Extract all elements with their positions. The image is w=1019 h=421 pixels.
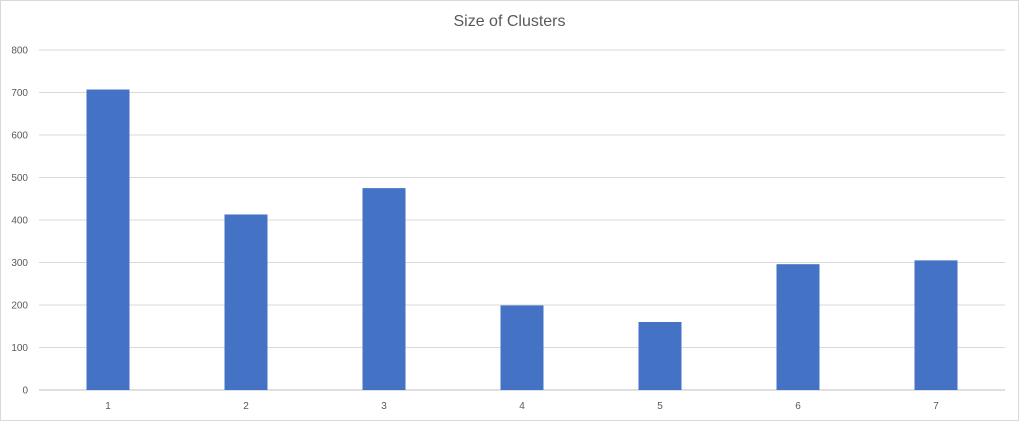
bar	[500, 305, 544, 390]
y-tick-label: 400	[11, 216, 28, 227]
bar	[362, 188, 406, 390]
bar	[224, 214, 268, 390]
x-tick-label: 7	[933, 401, 939, 412]
x-tick-label: 6	[795, 401, 801, 412]
y-tick-label: 0	[22, 386, 28, 397]
y-tick-label: 300	[11, 258, 28, 269]
y-tick-label: 200	[11, 301, 28, 312]
x-tick-label: 3	[381, 401, 387, 412]
x-tick-label: 5	[657, 401, 663, 412]
y-tick-label: 100	[11, 343, 28, 354]
y-tick-label: 500	[11, 173, 28, 184]
x-tick-label: 1	[105, 401, 111, 412]
bar	[86, 89, 130, 391]
x-tick-label: 2	[243, 401, 249, 412]
y-tick-label: 700	[11, 88, 28, 99]
x-tick-label: 4	[519, 401, 525, 412]
chart-title: Size of Clusters	[453, 13, 566, 30]
bar	[914, 260, 958, 390]
bar	[776, 264, 820, 390]
bar	[638, 322, 682, 390]
y-tick-label: 800	[11, 46, 28, 57]
y-tick-label: 600	[11, 131, 28, 142]
